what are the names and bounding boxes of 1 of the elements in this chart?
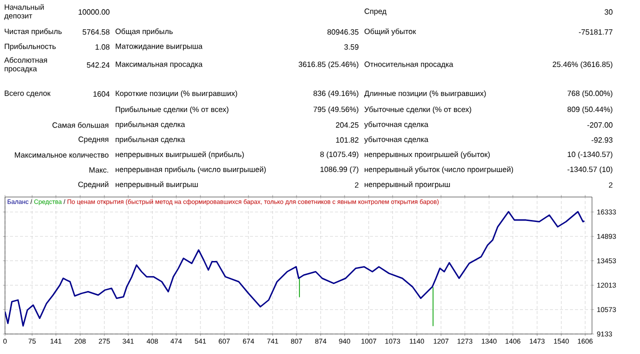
line-series — [5, 211, 586, 327]
